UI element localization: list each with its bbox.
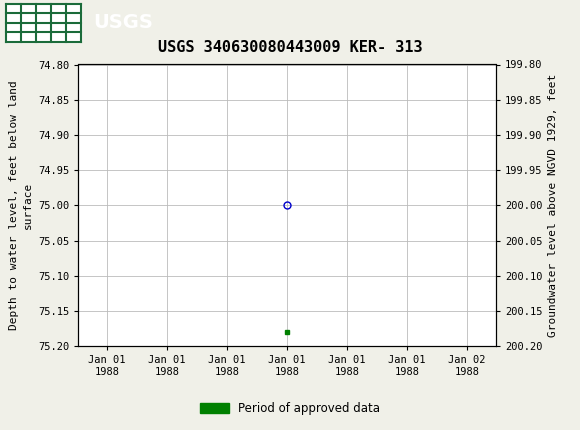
Bar (6, 3, 81, 42)
Text: USGS: USGS (93, 13, 153, 32)
Y-axis label: Depth to water level, feet below land
surface: Depth to water level, feet below land su… (9, 80, 32, 330)
Text: USGS 340630080443009 KER- 313: USGS 340630080443009 KER- 313 (158, 40, 422, 55)
Legend: Period of approved data: Period of approved data (195, 397, 385, 420)
Y-axis label: Groundwater level above NGVD 1929, feet: Groundwater level above NGVD 1929, feet (548, 74, 558, 337)
